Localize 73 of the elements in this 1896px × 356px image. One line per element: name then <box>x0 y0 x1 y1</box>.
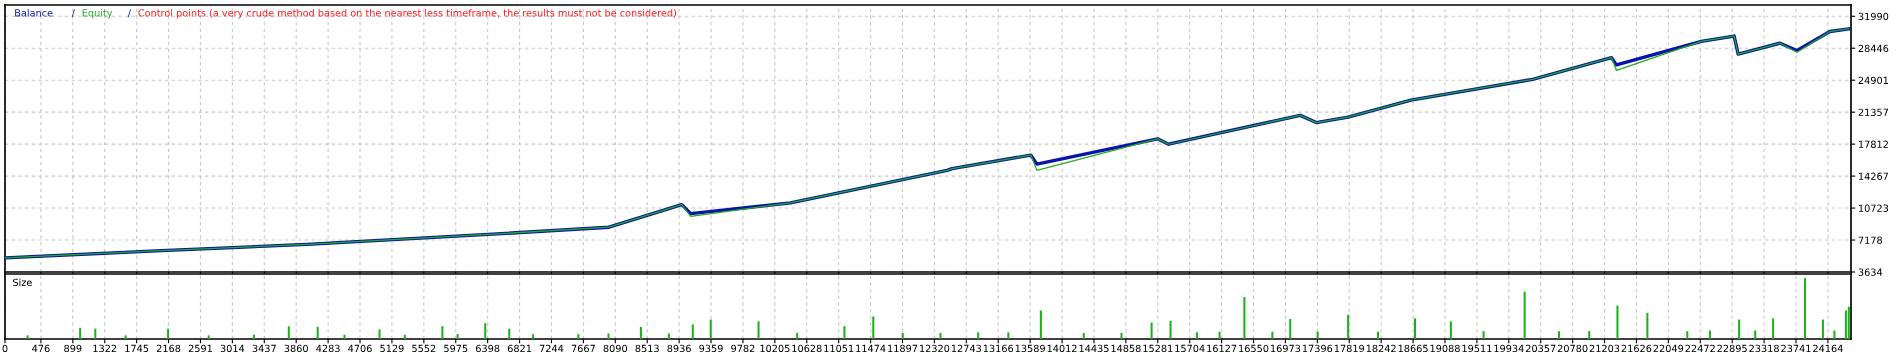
x-tick-label: 17819 <box>1334 344 1365 353</box>
y-tick-label: 7178 <box>1858 236 1883 244</box>
x-tick-label: 15704 <box>1175 344 1205 353</box>
x-tick-label: 899 <box>64 344 82 353</box>
annotation: Control points (a very crude method based on the nearest less timeframe, the results must not be considered) <box>138 9 677 19</box>
x-tick-label: 4706 <box>348 344 372 353</box>
x-tick-label: 2168 <box>156 344 181 353</box>
x-tick-label: 9359 <box>699 344 723 353</box>
x-tick-label: 16973 <box>1271 344 1301 353</box>
x-tick-label: 12743 <box>951 344 982 353</box>
x-tick-label: 0 <box>2 344 8 353</box>
x-tick-label: 4283 <box>316 344 340 353</box>
x-tick-label: 14435 <box>1079 344 1109 353</box>
chart-title: Size <box>13 278 32 287</box>
x-tick-label: 14858 <box>1111 344 1141 353</box>
x-tick-label: 19088 <box>1430 344 1460 353</box>
x-tick-label: 22895 <box>1717 344 1747 353</box>
x-tick-label: 2591 <box>188 344 212 353</box>
x-tick-label: 17396 <box>1302 344 1333 353</box>
x-tick-label: 12320 <box>920 344 950 353</box>
x-tick-label: 9782 <box>731 344 755 353</box>
x-tick-label: 19511 <box>1462 344 1492 353</box>
x-tick-label: 5129 <box>380 344 404 353</box>
x-tick-label: 6398 <box>475 344 500 353</box>
x-tick-label: 3014 <box>220 344 245 353</box>
x-tick-label: 16127 <box>1207 344 1237 353</box>
x-tick-label: 7667 <box>571 344 595 353</box>
x-tick-label: 476 <box>32 344 50 353</box>
x-tick-label: 1322 <box>93 344 117 353</box>
x-tick-label: 5975 <box>444 344 468 353</box>
x-tick-label: 11897 <box>888 344 918 353</box>
x-tick-label: 18665 <box>1398 344 1428 353</box>
x-tick-label: 8936 <box>667 344 691 353</box>
y-tick-label: 24901 <box>1858 76 1888 85</box>
x-tick-label: 13589 <box>1015 344 1045 353</box>
y-tick-label: 3634 <box>1858 268 1883 276</box>
x-tick-label: 7244 <box>539 344 564 352</box>
x-tick-label: 19934 <box>1494 344 1524 353</box>
x-tick-label: 22049 <box>1653 344 1684 353</box>
x-tick-label: 20357 <box>1525 344 1556 353</box>
x-tick-label: 8513 <box>635 344 659 353</box>
x-tick-label: 8090 <box>603 344 628 353</box>
x-tick-label: 14012 <box>1047 344 1077 353</box>
x-tick-label: 13166 <box>983 344 1014 353</box>
annotation: / <box>127 9 132 18</box>
x-tick-label: 3860 <box>284 344 308 353</box>
x-tick-label: 11051 <box>824 344 854 353</box>
x-tick-label: 18242 <box>1366 344 1396 353</box>
annotation: / <box>71 9 75 18</box>
y-tick-label: 14267 <box>1859 172 1889 180</box>
x-tick-label: 22472 <box>1685 344 1715 352</box>
x-tick-label: 10205 <box>760 344 790 353</box>
y-tick-label: 17812 <box>1859 140 1888 148</box>
y-tick-label: 28446 <box>1858 44 1889 53</box>
x-tick-label: 23318 <box>1749 344 1779 353</box>
x-tick-label: 16550 <box>1239 344 1269 353</box>
x-tick-label: 24164 <box>1813 344 1843 353</box>
x-tick-label: 6821 <box>507 344 532 353</box>
x-tick-label: 10628 <box>792 344 822 353</box>
x-tick-label: 3437 <box>252 344 276 353</box>
y-tick-label: 21357 <box>1858 108 1889 116</box>
text: Equity <box>82 9 113 19</box>
y-tick-label: 10723 <box>1859 204 1889 212</box>
x-tick-label: 21203 <box>1589 344 1620 353</box>
x-tick-label: 1745 <box>125 344 149 353</box>
text: Balance <box>15 9 53 17</box>
x-tick-label: 15281 <box>1143 344 1173 353</box>
x-tick-label: 23741 <box>1781 344 1811 353</box>
y-tick-label: 31990 <box>1858 12 1889 21</box>
x-tick-label: 20780 <box>1557 344 1588 353</box>
x-tick-label: 5552 <box>412 344 436 353</box>
x-tick-label: 11474 <box>856 344 886 352</box>
x-tick-label: 21626 <box>1621 344 1652 353</box>
